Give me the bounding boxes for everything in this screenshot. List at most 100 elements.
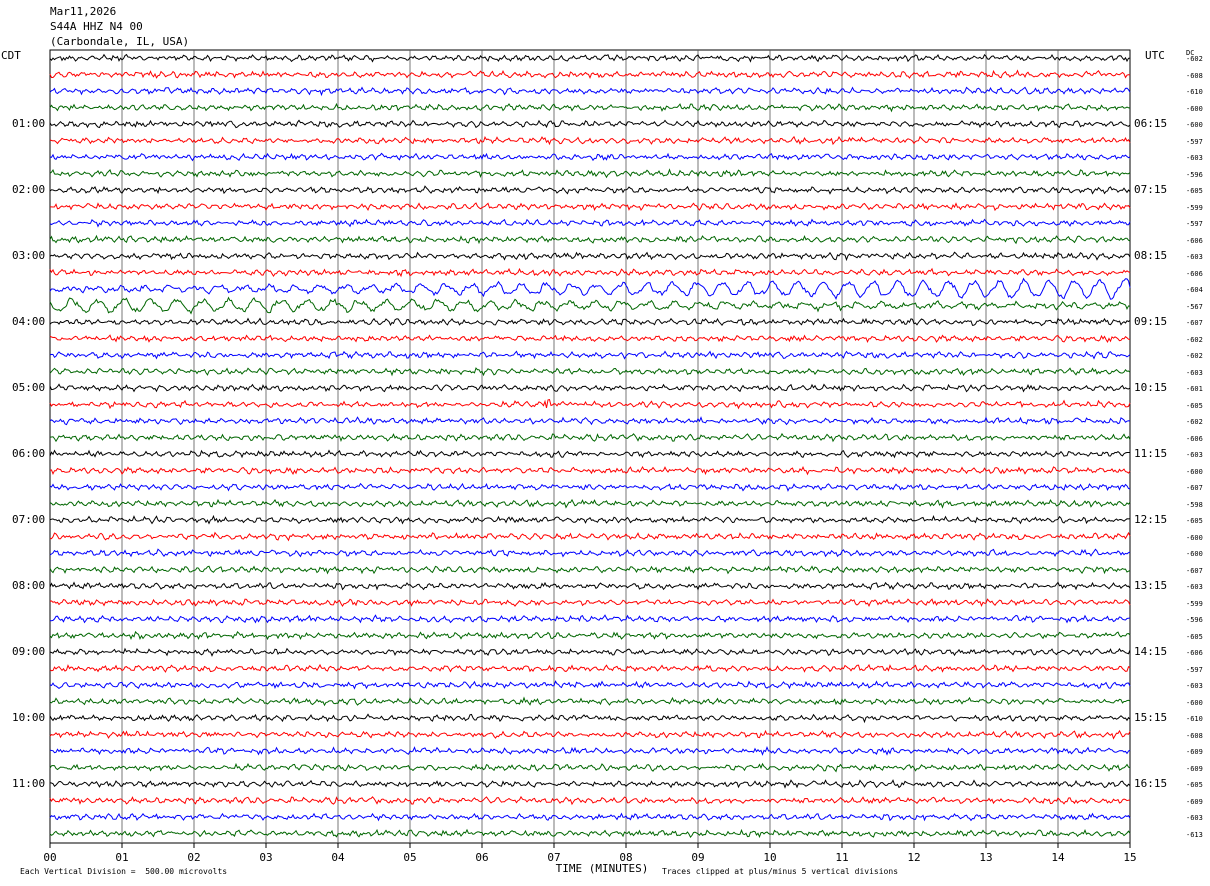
- seismic-trace: [49, 399, 1131, 410]
- dc-offset-label: -607: [1186, 484, 1203, 492]
- dc-offset-label: -605: [1186, 187, 1203, 195]
- x-tick-label: 03: [259, 851, 273, 864]
- dc-offset-label: -601: [1186, 385, 1203, 393]
- dc-offset-label: -603: [1186, 154, 1203, 162]
- dc-offset-label: -602: [1186, 352, 1203, 360]
- dc-offset-label: -613: [1186, 830, 1203, 839]
- dc-offset-label: -602: [1186, 418, 1203, 426]
- x-tick-label: 12: [907, 851, 921, 864]
- left-hour-label: 08:00: [12, 579, 46, 592]
- left-hour-label: 01:00: [12, 117, 46, 130]
- x-axis-title: TIME (MINUTES): [555, 862, 649, 875]
- dc-offset-label: -600: [1186, 533, 1203, 542]
- dc-offset-label: -608: [1186, 731, 1203, 740]
- dc-offset-label: -602: [1186, 335, 1203, 344]
- dc-offset-label: -603: [1186, 451, 1203, 459]
- dc-offset-label: -606: [1186, 434, 1203, 443]
- dc-header-label: DC: [1186, 49, 1195, 57]
- dc-offset-label: -600: [1186, 467, 1203, 476]
- seismic-trace: [49, 581, 1131, 591]
- x-tick-label: 13: [979, 851, 993, 864]
- seismic-trace: [49, 135, 1131, 146]
- right-timezone-label: UTC: [1145, 49, 1165, 62]
- x-tick-label: 05: [403, 851, 417, 864]
- x-tick-label: 00: [43, 851, 57, 864]
- seismic-trace: [49, 696, 1131, 707]
- seismic-trace: [49, 663, 1131, 673]
- seismic-trace: [49, 251, 1131, 262]
- seismic-trace: [49, 86, 1131, 97]
- seismic-trace: [49, 713, 1131, 724]
- x-tick-label: 15: [1123, 851, 1137, 864]
- dc-offset-label: -605: [1186, 632, 1203, 641]
- seismic-trace: [50, 202, 1131, 212]
- seismic-trace: [49, 449, 1130, 459]
- seismic-trace: [49, 102, 1131, 113]
- seismic-trace: [49, 350, 1131, 360]
- dc-offset-label: -608: [1186, 71, 1203, 80]
- x-tick-label: 14: [1051, 851, 1065, 864]
- seismic-trace: [49, 647, 1131, 657]
- dc-offset-label: -598: [1186, 500, 1203, 509]
- left-hour-label: 09:00: [12, 645, 46, 658]
- seismic-trace: [49, 614, 1131, 624]
- left-hour-label: 11:00: [12, 777, 46, 790]
- seismic-trace: [49, 828, 1131, 839]
- x-tick-label: 01: [115, 851, 129, 864]
- right-hour-label: 10:15: [1134, 381, 1168, 394]
- seismic-trace: [49, 234, 1131, 245]
- x-tick-label: 08: [619, 851, 633, 864]
- seismic-trace: [49, 531, 1131, 542]
- seismic-trace: [49, 218, 1131, 228]
- dc-offset-label: -606: [1186, 236, 1203, 245]
- right-hour-label: 15:15: [1134, 711, 1168, 724]
- seismic-trace: [49, 185, 1131, 195]
- right-hour-label: 11:15: [1134, 447, 1168, 460]
- footer-scale-note: Each Vertical Division = 500.00 microvol…: [20, 867, 228, 876]
- dc-offset-label: -610: [1186, 88, 1203, 96]
- header-date: Mar11,2026: [50, 5, 117, 18]
- x-tick-label: 04: [331, 851, 345, 864]
- left-hour-label: 04:00: [12, 315, 46, 328]
- seismic-trace: [49, 680, 1131, 690]
- left-hour-label: 10:00: [12, 711, 46, 724]
- seismic-trace: [49, 548, 1131, 558]
- seismic-trace: [49, 432, 1131, 443]
- seismic-trace: [49, 598, 1131, 608]
- dc-offset-label: -602: [1186, 55, 1203, 63]
- dc-offset-label: -604: [1186, 286, 1203, 294]
- dc-offset-label: -567: [1186, 302, 1203, 311]
- seismic-trace: [49, 69, 1131, 79]
- dc-offset-label: -603: [1186, 368, 1203, 377]
- dc-offset-label: -597: [1186, 665, 1203, 674]
- seismic-trace: [49, 277, 1131, 300]
- x-tick-label: 06: [475, 851, 489, 864]
- seismic-trace: [49, 334, 1131, 344]
- dc-offset-label: -605: [1186, 401, 1203, 410]
- dc-offset-label: -607: [1186, 319, 1203, 327]
- seismic-trace: [49, 795, 1131, 806]
- seismic-trace: [49, 119, 1131, 129]
- left-hour-label: 03:00: [12, 249, 46, 262]
- seismic-trace: [49, 152, 1131, 162]
- seismic-trace: [49, 267, 1131, 278]
- dc-offset-label: -599: [1186, 599, 1203, 608]
- left-hour-label: 05:00: [12, 381, 46, 394]
- seismic-trace: [49, 317, 1131, 327]
- x-tick-label: 09: [691, 851, 705, 864]
- dc-offset-label: -607: [1186, 566, 1203, 575]
- dc-offset-label: -606: [1186, 649, 1203, 657]
- x-tick-label: 11: [835, 851, 849, 864]
- dc-offset-label: -599: [1186, 203, 1203, 212]
- right-hour-label: 12:15: [1134, 513, 1168, 526]
- seismic-trace: [49, 383, 1131, 393]
- seismic-trace: [49, 565, 1131, 575]
- dc-offset-label: -600: [1186, 104, 1203, 113]
- seismic-trace: [49, 812, 1131, 822]
- plot-frame: [49, 49, 1131, 844]
- dc-offset-label: -610: [1186, 715, 1203, 723]
- seismic-trace: [49, 465, 1131, 476]
- seismic-trace: [49, 296, 1131, 315]
- right-hour-label: 09:15: [1134, 315, 1168, 328]
- seismic-trace: [49, 746, 1131, 756]
